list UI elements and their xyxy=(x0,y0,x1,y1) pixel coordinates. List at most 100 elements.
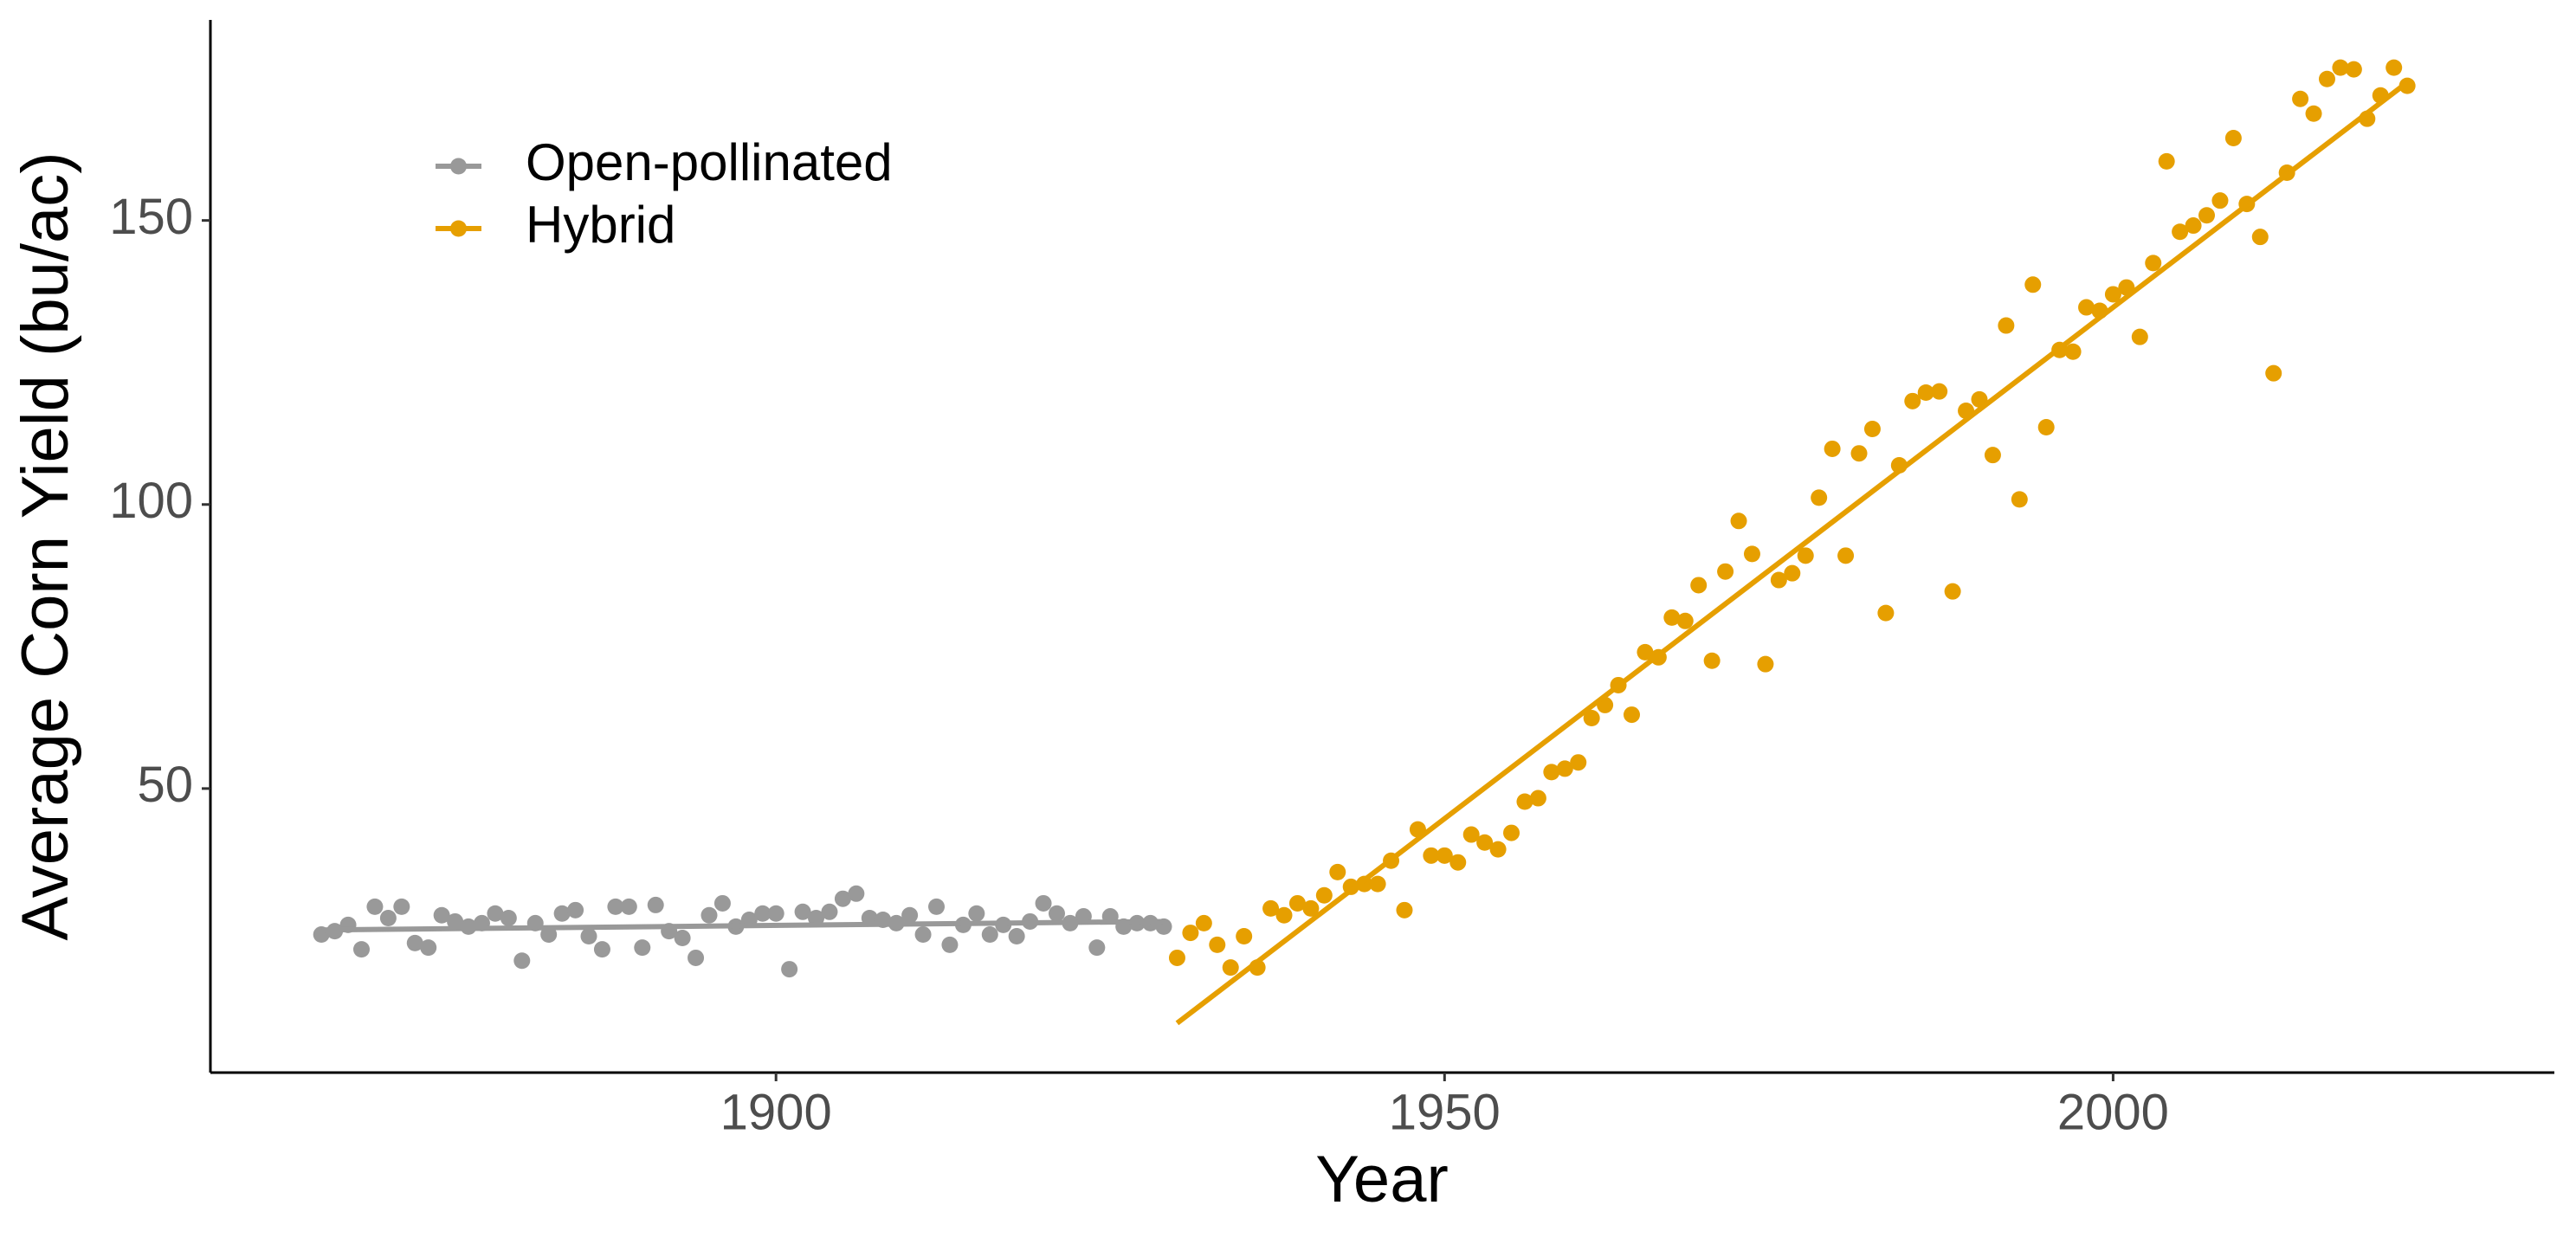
point xyxy=(1556,760,1573,777)
point xyxy=(2145,255,2162,272)
point xyxy=(2386,59,2403,76)
point xyxy=(821,903,838,920)
point xyxy=(1743,545,1760,563)
point xyxy=(1837,547,1855,564)
point xyxy=(1623,706,1640,724)
point xyxy=(2011,491,2028,508)
point xyxy=(1811,489,1828,506)
point xyxy=(901,906,919,924)
point xyxy=(1917,384,1934,401)
point xyxy=(1877,604,1895,622)
point xyxy=(781,961,798,978)
point xyxy=(1637,643,1654,661)
point xyxy=(1088,939,1106,957)
point xyxy=(674,929,691,946)
trend-line xyxy=(321,918,1165,933)
point xyxy=(700,906,718,924)
point xyxy=(1195,914,1212,931)
point xyxy=(540,926,558,944)
point xyxy=(1757,655,1774,673)
point xyxy=(928,898,946,915)
point xyxy=(1423,847,1440,864)
legend-label: Open-pollinated xyxy=(526,133,893,191)
point xyxy=(447,912,464,930)
point xyxy=(406,934,423,951)
point xyxy=(1222,959,1239,977)
point xyxy=(941,936,959,953)
point xyxy=(1008,928,1025,945)
trend-line xyxy=(1175,80,2409,1026)
point xyxy=(1182,925,1199,942)
point xyxy=(1984,447,2001,464)
point xyxy=(1944,583,1961,600)
point xyxy=(2318,70,2335,87)
point xyxy=(1931,383,1948,400)
y-tick-label: 50 xyxy=(137,757,193,813)
point xyxy=(1690,577,1708,594)
point xyxy=(1262,899,1280,917)
point xyxy=(2211,192,2229,209)
point xyxy=(767,905,784,922)
point xyxy=(500,910,517,927)
y-axis-title: Average Corn Yield (bu/ac) xyxy=(9,151,82,940)
point xyxy=(553,905,571,922)
point xyxy=(393,898,410,915)
point xyxy=(834,890,851,907)
point xyxy=(2198,207,2216,224)
point xyxy=(2104,286,2121,303)
point xyxy=(1703,652,1721,669)
point xyxy=(1850,445,1868,462)
point xyxy=(2345,61,2362,78)
point xyxy=(1288,894,1306,912)
point xyxy=(2265,364,2282,382)
point xyxy=(1543,764,1560,781)
point xyxy=(1730,512,1747,530)
point xyxy=(1529,790,1546,807)
point xyxy=(1449,854,1467,871)
point xyxy=(1275,906,1293,924)
point xyxy=(1462,826,1480,843)
point xyxy=(1035,894,1052,912)
x-tick-label: 2000 xyxy=(2057,1084,2169,1140)
point xyxy=(634,939,651,957)
point xyxy=(1676,612,1694,629)
point xyxy=(1663,609,1681,626)
y-tick-label: 150 xyxy=(109,189,193,245)
point xyxy=(433,906,450,924)
point xyxy=(1998,317,2015,334)
point xyxy=(1904,392,1921,409)
point xyxy=(2224,129,2242,146)
x-axis-title: Year xyxy=(1315,1143,1449,1216)
point xyxy=(1824,440,1841,457)
point xyxy=(1209,936,1226,953)
point xyxy=(366,898,384,915)
legend-marker xyxy=(450,158,467,175)
point xyxy=(420,939,437,957)
point xyxy=(1489,841,1507,858)
point xyxy=(1516,793,1533,810)
point xyxy=(808,910,825,927)
point xyxy=(513,952,531,970)
point xyxy=(1784,564,1801,582)
x-tick-label: 1950 xyxy=(1389,1084,1501,1140)
point xyxy=(593,941,610,958)
point xyxy=(1396,901,1413,918)
point xyxy=(1583,710,1600,727)
point xyxy=(1048,905,1065,922)
point xyxy=(1302,899,1320,917)
point xyxy=(352,941,370,958)
point xyxy=(2037,419,2055,436)
point xyxy=(754,905,772,922)
point xyxy=(2398,77,2416,94)
point xyxy=(2131,328,2148,345)
point xyxy=(1436,847,1453,864)
point xyxy=(688,949,705,966)
point xyxy=(1369,875,1386,893)
point xyxy=(1717,563,1734,580)
point xyxy=(487,905,504,922)
y-tick-label: 100 xyxy=(109,473,193,529)
point xyxy=(914,926,932,944)
point xyxy=(968,905,985,922)
